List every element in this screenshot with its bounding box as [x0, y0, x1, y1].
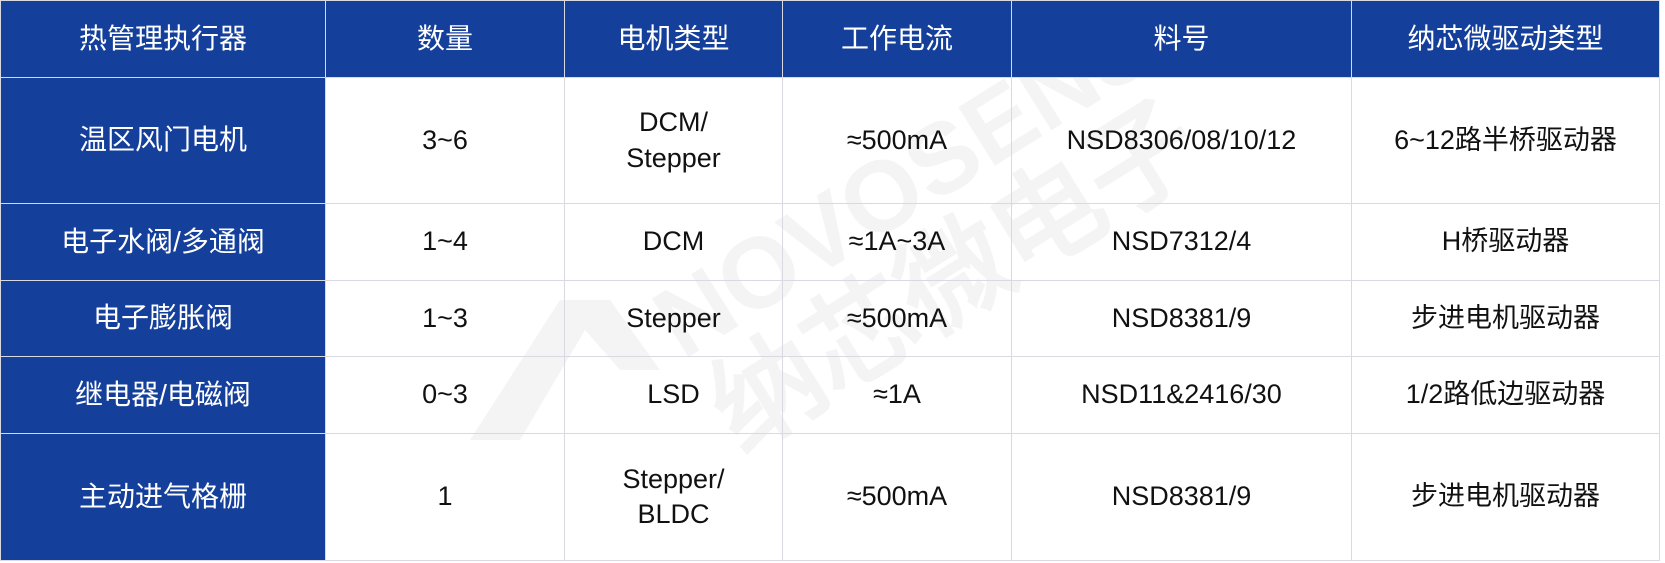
table-row: 主动进气格栅 1 Stepper/ BLDC ≈500mA NSD8381/9 步进电机驱… — [0, 433, 1660, 561]
cell-working-current: ≈1A — [782, 356, 1012, 434]
table-header-row: 热管理执行器 数量 电机类型 工作电流 料号 纳芯微驱动类型 — [0, 0, 1660, 78]
cell-working-current: ≈500mA — [782, 77, 1012, 204]
table-row: 继电器/电磁阀 0~3 LSD ≈1A NSD11&2416/30 1/2路低边驱动器 — [0, 356, 1660, 434]
cell-actuator: 温区风门电机 — [0, 77, 326, 204]
cell-quantity: 1 — [325, 433, 565, 561]
cell-motor-type: DCM — [564, 203, 783, 281]
cell-quantity: 1~4 — [325, 203, 565, 281]
column-header-driver-type: 纳芯微驱动类型 — [1351, 0, 1660, 78]
cell-actuator: 电子水阀/多通阀 — [0, 203, 326, 281]
cell-motor-type: LSD — [564, 356, 783, 434]
cell-motor-type: DCM/ Stepper — [564, 77, 783, 204]
cell-part-number: NSD8381/9 — [1011, 280, 1352, 357]
cell-quantity: 3~6 — [325, 77, 565, 204]
cell-driver-type: 1/2路低边驱动器 — [1351, 356, 1660, 434]
table-row: 电子水阀/多通阀 1~4 DCM ≈1A~3A NSD7312/4 H桥驱动器 — [0, 203, 1660, 281]
cell-working-current: ≈500mA — [782, 280, 1012, 357]
cell-actuator: 继电器/电磁阀 — [0, 356, 326, 434]
cell-working-current: ≈500mA — [782, 433, 1012, 561]
column-header-motor-type: 电机类型 — [564, 0, 783, 78]
cell-driver-type: H桥驱动器 — [1351, 203, 1660, 281]
column-header-actuator: 热管理执行器 — [0, 0, 326, 78]
column-header-working-current: 工作电流 — [782, 0, 1012, 78]
cell-part-number: NSD8306/08/10/12 — [1011, 77, 1352, 204]
cell-actuator: 电子膨胀阀 — [0, 280, 326, 357]
cell-driver-type: 步进电机驱动器 — [1351, 280, 1660, 357]
cell-part-number: NSD7312/4 — [1011, 203, 1352, 281]
cell-driver-type: 6~12路半桥驱动器 — [1351, 77, 1660, 204]
cell-part-number: NSD8381/9 — [1011, 433, 1352, 561]
column-header-part-number: 料号 — [1011, 0, 1352, 78]
cell-working-current: ≈1A~3A — [782, 203, 1012, 281]
cell-actuator: 主动进气格栅 — [0, 433, 326, 561]
cell-quantity: 1~3 — [325, 280, 565, 357]
cell-quantity: 0~3 — [325, 356, 565, 434]
table-row: 电子膨胀阀 1~3 Stepper ≈500mA NSD8381/9 步进电机驱动器 — [0, 280, 1660, 357]
column-header-quantity: 数量 — [325, 0, 565, 78]
cell-motor-type: Stepper — [564, 280, 783, 357]
cell-driver-type: 步进电机驱动器 — [1351, 433, 1660, 561]
table-row: 温区风门电机 3~6 DCM/ Stepper ≈500mA NSD8306/08/10… — [0, 77, 1660, 204]
cell-motor-type: Stepper/ BLDC — [564, 433, 783, 561]
cell-part-number: NSD11&2416/30 — [1011, 356, 1352, 434]
